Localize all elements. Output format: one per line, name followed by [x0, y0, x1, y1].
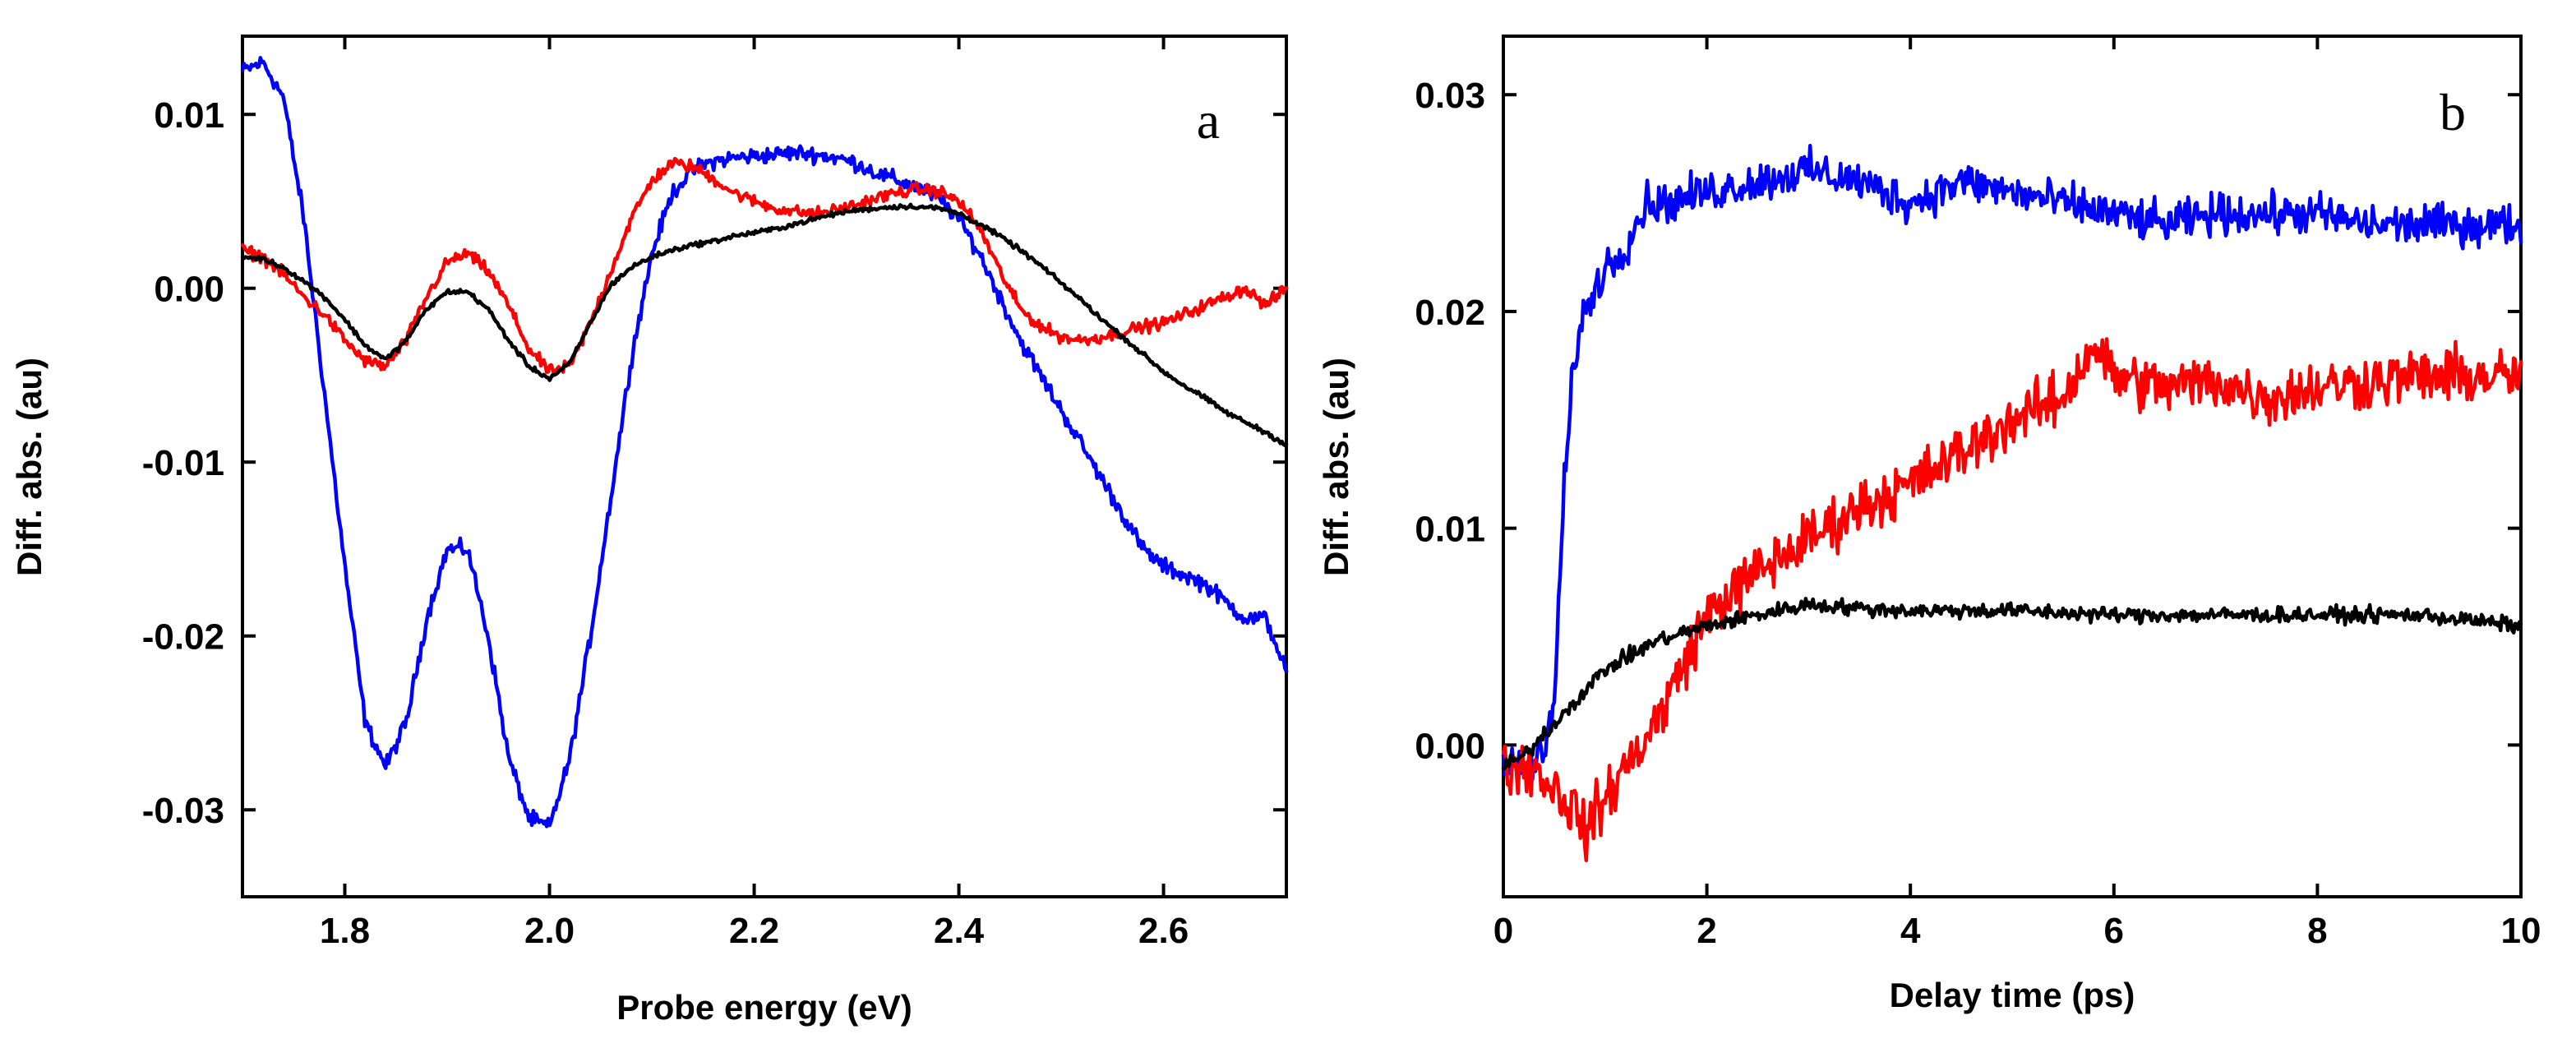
- x-tick-label: 1.8: [320, 911, 370, 951]
- x-tick-label: 6: [2104, 911, 2124, 951]
- x-tick-label: 4: [1900, 911, 1921, 951]
- y-tick-label: 0.00: [154, 270, 224, 310]
- x-tick-label: 2.6: [1138, 911, 1189, 951]
- panel-b-ticks: [1502, 36, 2523, 897]
- x-tick-label: 2.0: [524, 911, 575, 951]
- panel-b-x-axis-title: Delay time (ps): [1890, 976, 2135, 1014]
- y-tick-label: -0.01: [142, 443, 224, 483]
- panel-a: 1.8 2.0 2.2 2.4 2.6 0.010.00-0.01-0.02-0.03 …: [10, 35, 1289, 1027]
- panel-b-x-tick-labels: 0 2 4 6 8 10: [1493, 911, 2541, 951]
- panel-a-x-tick-labels: 1.8 2.0 2.2 2.4 2.6: [320, 911, 1189, 951]
- x-tick-label: 8: [2307, 911, 2327, 951]
- x-tick-label: 2.4: [934, 911, 985, 951]
- panel-b: 0 2 4 6 8 10 0.03 0.02 0.01 0.00 Delay time (ps)…: [1317, 35, 2541, 1014]
- series-line-red: [1501, 337, 2523, 862]
- y-tick-label: 0.00: [1415, 726, 1485, 766]
- panel-b-series: [1501, 144, 2523, 862]
- x-tick-label: 10: [2501, 911, 2541, 951]
- panel-a-ticks: [242, 36, 1286, 897]
- panel-b-y-tick-labels: 0.03 0.02 0.01 0.00: [1415, 76, 1485, 766]
- y-tick-label: 0.01: [154, 95, 224, 136]
- series-line-blue: [240, 56, 1289, 829]
- y-tick-label: -0.02: [142, 617, 224, 658]
- x-tick-label: 2: [1697, 911, 1716, 951]
- panel-b-letter: b: [2440, 83, 2466, 141]
- panel-a-y-axis-title: Diff. abs. (au): [10, 358, 48, 576]
- y-tick-label: 0.01: [1415, 510, 1485, 550]
- panel-b-plot-frame: [1502, 35, 2523, 898]
- x-tick-label: 0: [1493, 911, 1513, 951]
- y-tick-label: 0.02: [1415, 293, 1485, 333]
- series-line-black: [1501, 597, 2523, 771]
- series-line-blue: [1501, 144, 2523, 782]
- series-line-red: [240, 156, 1289, 377]
- panel-a-plot-frame: [241, 35, 1288, 898]
- panel-b-y-axis-title: Diff. abs. (au): [1317, 358, 1355, 576]
- y-tick-label: -0.03: [142, 791, 224, 831]
- x-tick-label: 2.2: [729, 911, 779, 951]
- panel-a-x-axis-title: Probe energy (eV): [616, 988, 912, 1027]
- panel-a-series: [240, 56, 1289, 829]
- panel-a-letter: a: [1197, 91, 1220, 150]
- series-line-black: [240, 202, 1289, 448]
- panel-a-y-tick-labels: 0.01 0.00 -0.01 -0.02 -0.03: [142, 95, 224, 831]
- y-tick-label: 0.03: [1415, 76, 1485, 116]
